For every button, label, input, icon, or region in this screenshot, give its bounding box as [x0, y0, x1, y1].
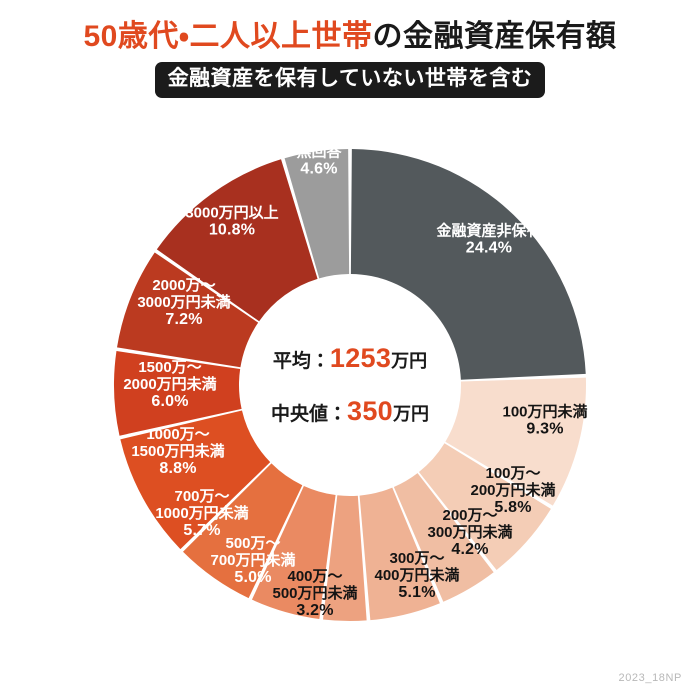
donut-slice[interactable] [120, 410, 271, 550]
donut-slice[interactable] [323, 495, 367, 621]
donut-slice-group [113, 149, 586, 621]
page-title-rest: の金融資産保有額 [372, 20, 617, 53]
donut-slice[interactable] [284, 149, 350, 279]
chart-header: 50歳代・二人以上世帯の金融資産保有額 金融資産を保有していない世帯を含む [0, 0, 700, 98]
donut-slice[interactable] [445, 377, 586, 506]
watermark: 2023_18NP [618, 672, 682, 684]
donut-slice[interactable] [251, 485, 336, 620]
subtitle-badge: 金融資産を保有していない世帯を含む [154, 62, 546, 98]
page-title: 50歳代・二人以上世帯の金融資産保有額 [0, 0, 700, 54]
donut-slice[interactable] [156, 159, 318, 322]
donut-slice[interactable] [393, 473, 494, 602]
donut-slice[interactable] [113, 351, 242, 436]
donut-slice[interactable] [418, 443, 551, 570]
donut-slice[interactable] [359, 487, 440, 621]
donut-slice[interactable] [350, 149, 586, 380]
donut-slice[interactable] [182, 463, 303, 599]
page-title-accent: 50歳代・二人以上世帯 [83, 20, 373, 53]
subtitle-container: 金融資産を保有していない世帯を含む [0, 62, 700, 98]
donut-slice[interactable] [117, 252, 259, 368]
